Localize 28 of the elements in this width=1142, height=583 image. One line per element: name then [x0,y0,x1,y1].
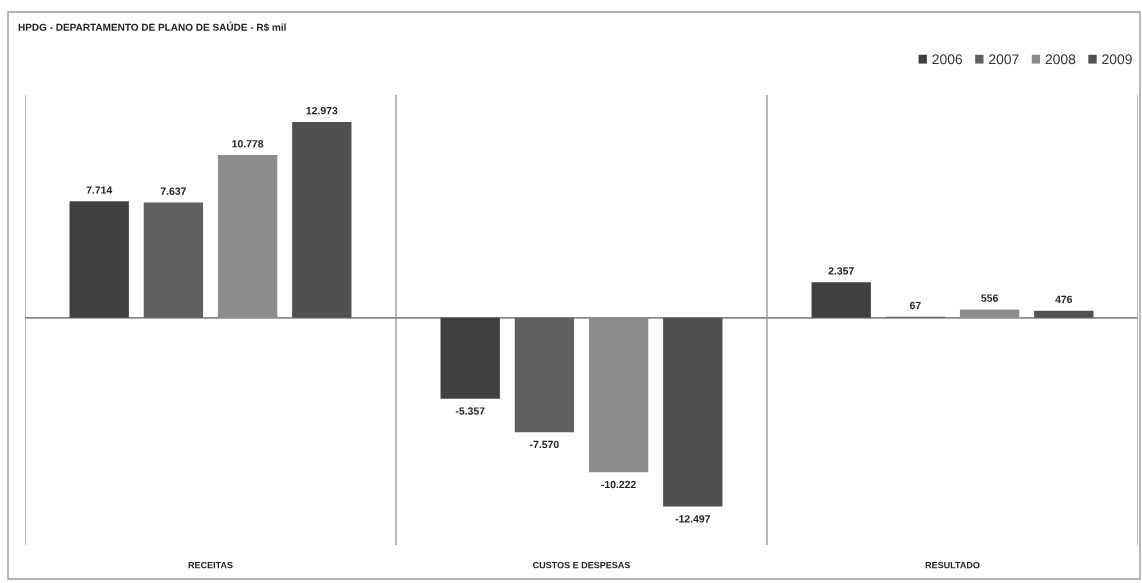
data-label: -7.570 [530,440,559,449]
legend-label: 2007 [989,54,1019,65]
legend-label: 2008 [1045,54,1076,65]
x-tick-label: RECEITAS [188,561,233,569]
bar [1034,310,1094,318]
legend-label: 2006 [932,54,963,65]
bar [514,317,575,433]
data-label: 7.637 [160,187,186,195]
data-label: -10.222 [601,480,636,489]
data-label: 2.357 [828,267,854,275]
bar [143,202,204,318]
data-label: -12.497 [675,515,711,523]
bar [811,282,871,318]
bar [663,317,723,507]
data-label: 67 [909,301,921,310]
x-tick-label: CUSTOS E DESPESAS [533,561,630,569]
data-label: 476 [1055,295,1073,304]
data-label: 10.778 [232,140,264,148]
x-tick-label: RESULTADO [925,561,980,569]
legend-label: 2009 [1102,54,1132,65]
chart-title: HPDG - DEPARTAMENTO DE PLANO DE SAÚDE - R$ mil [18,21,286,32]
data-label: 556 [981,294,998,302]
bar [69,201,129,318]
data-label: -5.357 [455,407,485,415]
bar [292,121,352,318]
data-label: 7.714 [86,186,113,194]
data-label: 12.973 [306,106,338,115]
bar [440,317,500,399]
